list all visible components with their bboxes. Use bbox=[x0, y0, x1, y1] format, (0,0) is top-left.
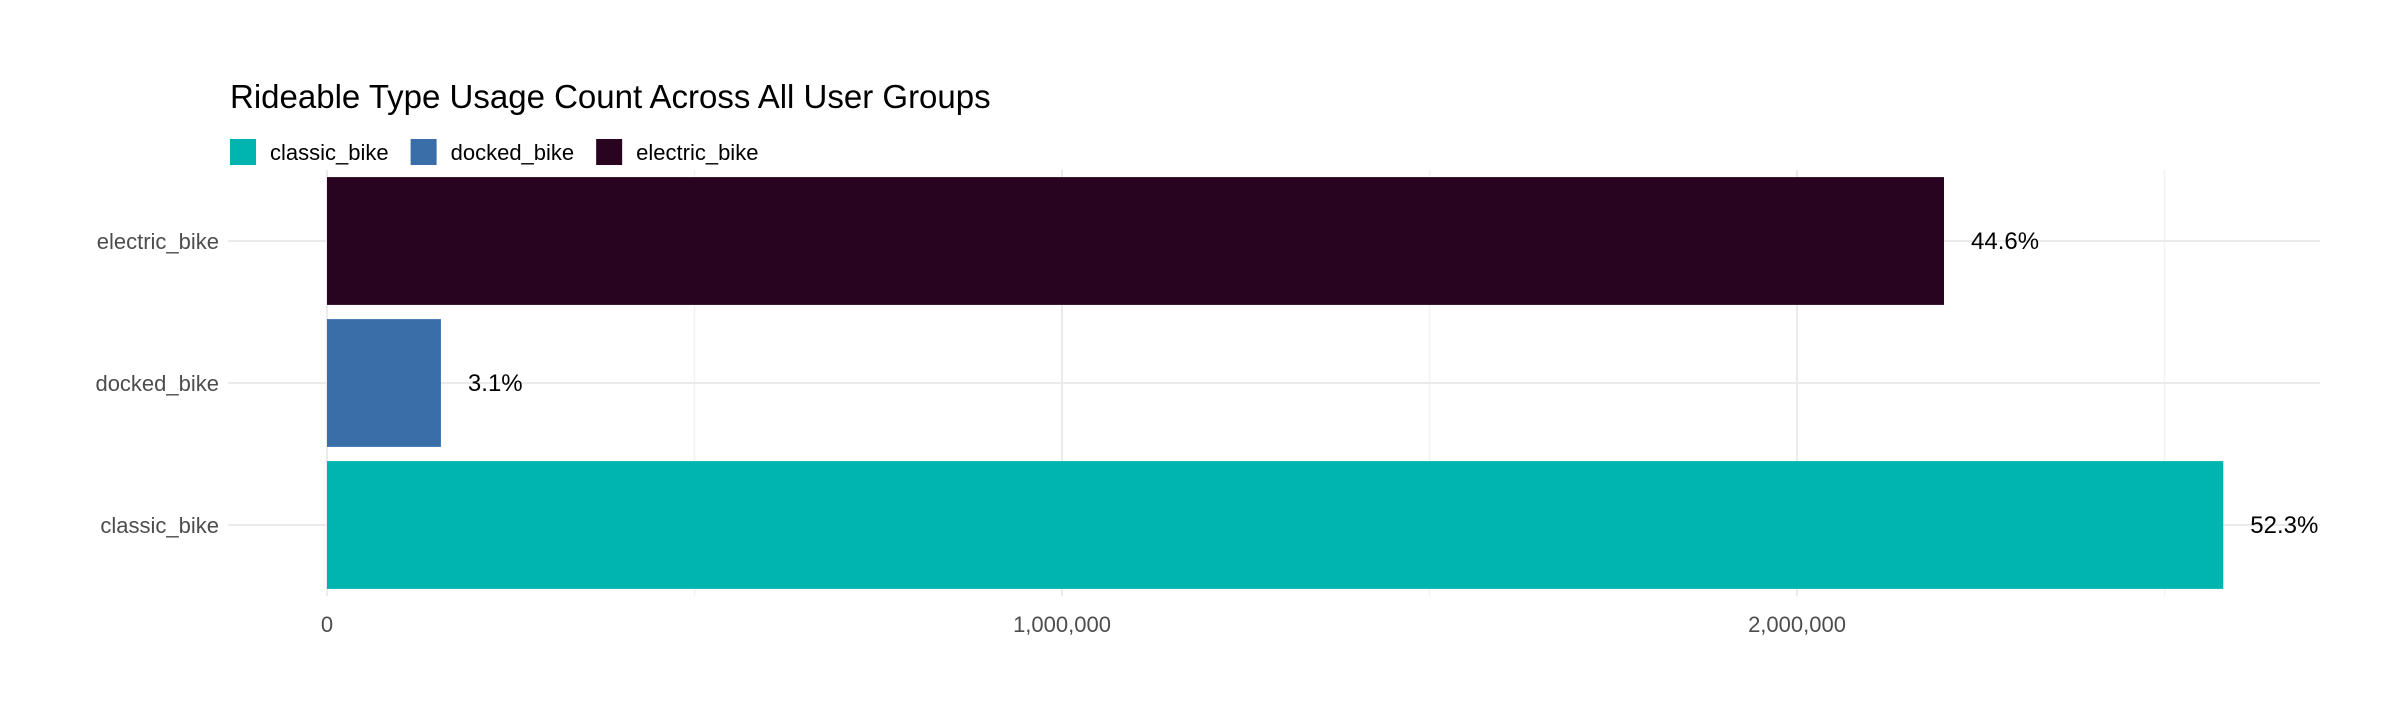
data-label-classic-bike: 52.3% bbox=[2250, 512, 2318, 539]
y-axis-ticks: electric_bike docked_bike classic_bike bbox=[95, 229, 219, 538]
x-tick-label: 0 bbox=[321, 612, 333, 637]
bar-docked-bike bbox=[327, 319, 441, 447]
legend-item-electric-bike: electric_bike bbox=[596, 139, 758, 165]
chart-title: Rideable Type Usage Count Across All Use… bbox=[230, 78, 991, 115]
legend-swatch bbox=[596, 139, 623, 165]
bars bbox=[327, 177, 2224, 589]
bar-electric-bike bbox=[327, 177, 1944, 305]
legend-swatch bbox=[410, 139, 437, 165]
legend-label: classic_bike bbox=[270, 140, 389, 165]
bar-classic-bike bbox=[327, 461, 2224, 589]
data-label-electric-bike: 44.6% bbox=[1971, 228, 2039, 255]
legend-swatch bbox=[230, 139, 256, 165]
x-axis-ticks: 0 1,000,000 2,000,000 bbox=[321, 612, 1846, 637]
legend: classic_bike docked_bike electric_bike bbox=[230, 139, 758, 165]
legend-item-classic-bike: classic_bike bbox=[230, 139, 389, 165]
x-tick-label: 1,000,000 bbox=[1013, 612, 1111, 637]
y-tick-label: docked_bike bbox=[95, 371, 219, 396]
legend-label: electric_bike bbox=[636, 140, 758, 165]
y-tick-label: classic_bike bbox=[100, 513, 219, 538]
legend-item-docked-bike: docked_bike bbox=[410, 139, 575, 165]
legend-label: docked_bike bbox=[451, 140, 575, 165]
data-labels: 44.6% 3.1% 52.3% bbox=[468, 228, 2318, 539]
x-tick-label: 2,000,000 bbox=[1748, 612, 1846, 637]
data-label-docked-bike: 3.1% bbox=[468, 370, 523, 397]
y-tick-label: electric_bike bbox=[97, 229, 219, 254]
